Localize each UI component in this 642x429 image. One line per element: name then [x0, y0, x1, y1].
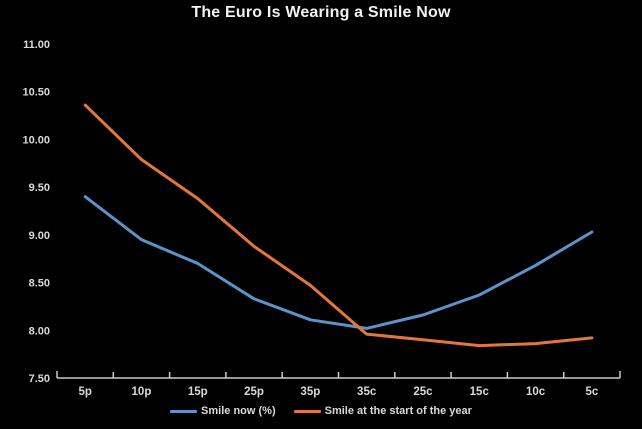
y-tick-label: 11.00	[23, 39, 50, 51]
x-tick-label: 15c	[470, 386, 490, 398]
legend-item-smile-start-of-year: Smile at the start of the year	[293, 405, 472, 417]
legend-label-smile-start-of-year: Smile at the start of the year	[324, 405, 472, 417]
legend-swatch-smile-start-of-year-icon	[293, 409, 321, 413]
y-tick-label: 8.00	[29, 325, 50, 337]
x-tick-label: 5p	[78, 386, 91, 398]
x-tick-label: 35p	[300, 386, 320, 398]
x-tick-label: 25p	[244, 386, 264, 398]
x-tick-label: 25c	[413, 386, 433, 398]
y-tick-label: 9.50	[29, 182, 50, 194]
y-tick-label: 8.50	[29, 278, 50, 290]
series-line-0	[83, 195, 594, 330]
x-tick-label: 5c	[585, 386, 598, 398]
x-tick-label: 15p	[188, 386, 208, 398]
chart-title: The Euro Is Wearing a Smile Now	[191, 4, 451, 21]
legend-swatch-smile-now-icon	[170, 409, 198, 413]
x-tick-label: 10c	[526, 386, 546, 398]
x-tick-label: 35c	[357, 386, 377, 398]
y-tick-label: 10.00	[22, 134, 50, 146]
legend: Smile now (%) Smile at the start of the …	[0, 405, 642, 417]
y-tick-label: 7.50	[29, 373, 50, 385]
x-tick-label: 10p	[132, 386, 152, 398]
series-line-1	[83, 103, 594, 348]
y-tick-label: 9.00	[29, 230, 50, 242]
y-tick-label: 10.50	[22, 87, 50, 99]
legend-item-smile-now: Smile now (%)	[170, 405, 276, 417]
legend-label-smile-now: Smile now (%)	[201, 405, 276, 417]
